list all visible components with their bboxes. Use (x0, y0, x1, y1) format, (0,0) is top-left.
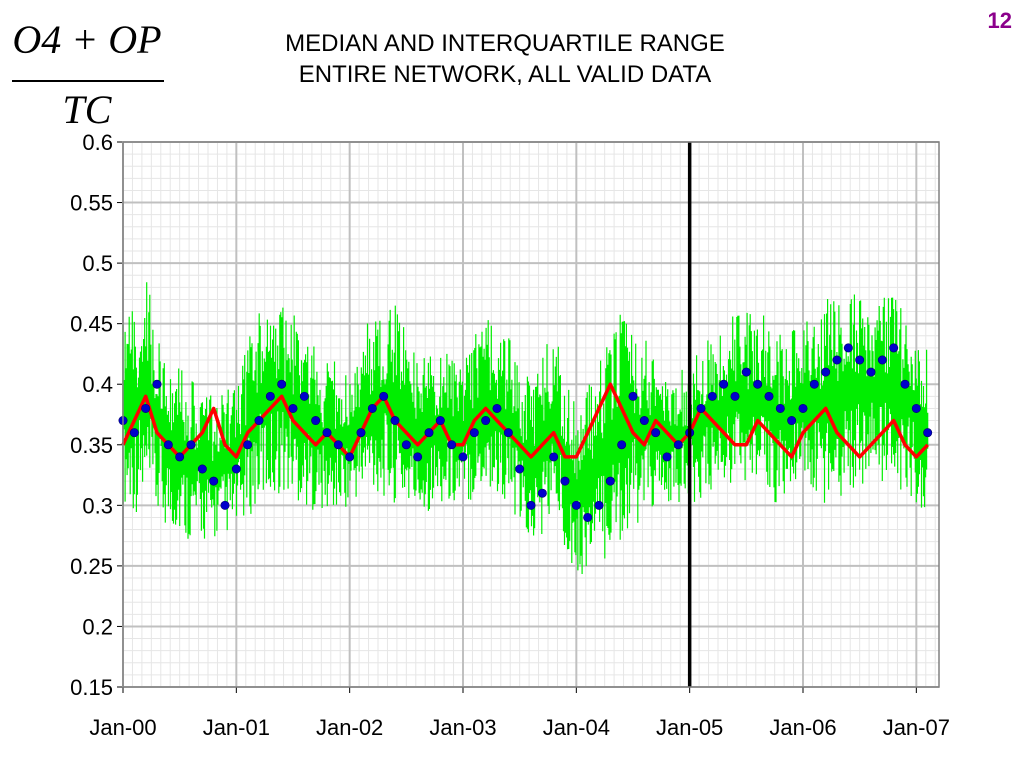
data-point (447, 440, 457, 450)
x-tick-label: Jan-02 (316, 715, 383, 740)
data-point (209, 476, 219, 486)
data-point (345, 452, 355, 462)
y-tick-label: 0.35 (70, 433, 113, 458)
data-point (900, 379, 910, 389)
data-point (617, 440, 627, 450)
data-point (277, 379, 287, 389)
data-point (367, 403, 377, 413)
data-point (798, 403, 808, 413)
data-point (753, 379, 763, 389)
y-tick-label: 0.5 (82, 251, 113, 276)
data-point (696, 403, 706, 413)
chart-title-line2: ENTIRE NETWORK, ALL VALID DATA (298, 61, 712, 88)
data-point (356, 428, 366, 438)
x-tick-label: Jan-07 (883, 715, 950, 740)
data-point (583, 512, 593, 522)
y-tick-label: 0.25 (70, 554, 113, 579)
x-tick-label: Jan-04 (543, 715, 610, 740)
data-point (186, 440, 196, 450)
data-point (299, 391, 309, 401)
data-point (560, 476, 570, 486)
data-point (639, 416, 649, 426)
x-tick-label: Jan-00 (89, 715, 156, 740)
data-point (628, 391, 638, 401)
data-point (571, 500, 581, 510)
data-point (311, 416, 321, 426)
data-point (492, 403, 502, 413)
data-point (265, 391, 275, 401)
data-point (877, 355, 887, 365)
data-point (254, 416, 264, 426)
y-tick-label: 0.2 (82, 614, 113, 639)
data-point (832, 355, 842, 365)
data-point (821, 367, 831, 377)
data-point (413, 452, 423, 462)
data-point (764, 391, 774, 401)
x-tick-label: Jan-06 (769, 715, 836, 740)
data-point (220, 500, 230, 510)
data-point (322, 428, 332, 438)
data-point (469, 428, 479, 438)
data-point (243, 440, 253, 450)
x-tick-label: Jan-03 (429, 715, 496, 740)
data-point (152, 379, 162, 389)
data-point (549, 452, 559, 462)
data-point (175, 452, 185, 462)
y-tick-label: 0.3 (82, 493, 113, 518)
formula-fraction: O4 + OP TC (8, 16, 166, 132)
data-point (390, 416, 400, 426)
plot-frame (122, 141, 940, 688)
data-point (594, 500, 604, 510)
y-tick-label: 0.6 (82, 130, 113, 155)
formula-denominator: TC (62, 87, 112, 132)
data-point (163, 440, 173, 450)
data-point (605, 476, 615, 486)
data-point (515, 464, 525, 474)
data-point (197, 464, 207, 474)
data-point (719, 379, 729, 389)
data-point (379, 391, 389, 401)
data-point (333, 440, 343, 450)
data-point (843, 343, 853, 353)
y-tick-label: 0.4 (82, 372, 113, 397)
fraction-bar (12, 80, 164, 82)
data-point (787, 416, 797, 426)
data-point (923, 428, 933, 438)
data-point (809, 379, 819, 389)
data-point (911, 403, 921, 413)
slide-number: 12 (987, 8, 1012, 33)
data-point (651, 428, 661, 438)
chart-title-line1: MEDIAN AND INTERQUARTILE RANGE (285, 30, 725, 57)
data-point (662, 452, 672, 462)
formula-numerator: O4 + OP (12, 17, 162, 62)
data-point (401, 440, 411, 450)
y-tick-label: 0.45 (70, 312, 113, 337)
data-point (231, 464, 241, 474)
data-point (481, 416, 491, 426)
data-point (537, 488, 547, 498)
data-point (526, 500, 536, 510)
y-tick-label: 0.15 (70, 675, 113, 700)
chart-title: MEDIAN AND INTERQUARTILE RANGE ENTIRE NE… (200, 28, 810, 90)
data-point (775, 403, 785, 413)
data-point (424, 428, 434, 438)
data-point (730, 391, 740, 401)
data-point (435, 416, 445, 426)
x-tick-label: Jan-01 (203, 715, 270, 740)
data-point (458, 452, 468, 462)
data-point (707, 391, 717, 401)
data-point (673, 440, 683, 450)
data-point (889, 343, 899, 353)
data-point (741, 367, 751, 377)
y-tick-label: 0.55 (70, 191, 113, 216)
data-point (855, 355, 865, 365)
data-point (129, 428, 139, 438)
data-point (866, 367, 876, 377)
data-point (503, 428, 513, 438)
data-point (141, 403, 151, 413)
x-tick-label: Jan-05 (656, 715, 723, 740)
data-point (288, 403, 298, 413)
